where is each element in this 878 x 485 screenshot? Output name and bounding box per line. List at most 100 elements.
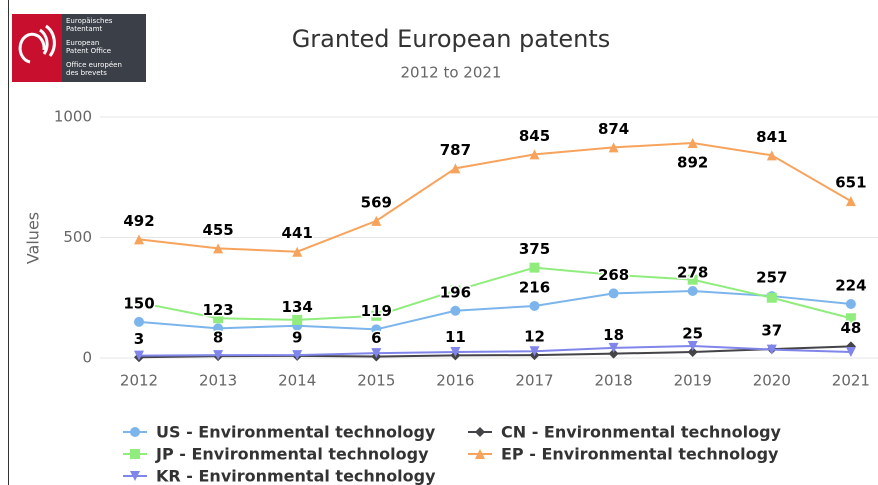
- series: [134, 340, 856, 361]
- data-label: 841: [756, 128, 787, 146]
- data-label: 37: [761, 322, 782, 340]
- line: [138, 266, 852, 321]
- marker: [687, 286, 698, 297]
- x-tick-label: 2018: [595, 372, 633, 390]
- data-label: 874: [598, 120, 629, 138]
- logo-mark: [18, 24, 56, 64]
- marker: [529, 300, 540, 311]
- marker: [292, 314, 303, 325]
- data-label: 845: [519, 127, 550, 145]
- data-label: 569: [361, 193, 392, 211]
- line: [138, 142, 852, 253]
- marker: [371, 215, 382, 226]
- marker: [608, 348, 619, 359]
- marker: [687, 138, 698, 149]
- logo: Europäisches Patentamt European Patent O…: [12, 14, 146, 82]
- marker: [450, 163, 461, 174]
- marker: [766, 150, 777, 161]
- marker: [134, 297, 144, 308]
- legend-item: CN - Environmental technology: [468, 423, 782, 442]
- marker: [608, 142, 619, 153]
- data-label: 216: [519, 278, 550, 296]
- marker: [529, 346, 540, 357]
- logo-text: Patent Office: [66, 47, 111, 55]
- x-tick-label: 2019: [674, 372, 712, 390]
- data-label: 134: [282, 298, 313, 316]
- data-label: 787: [440, 141, 471, 159]
- legend-symbol: [130, 449, 140, 459]
- marker: [608, 269, 619, 280]
- y-axis-label: Values: [24, 212, 43, 264]
- legend-label: US - Environmental technology: [156, 423, 436, 442]
- y-tick-label: 0: [82, 349, 92, 367]
- logo-text: Patentamt: [66, 25, 103, 33]
- data-label: 18: [603, 326, 624, 344]
- data-label: 9: [292, 328, 302, 346]
- logo-text: Office européen: [66, 61, 122, 69]
- x-tick-label: 2017: [515, 372, 553, 390]
- y-tick-label: 1000: [54, 108, 92, 126]
- x-tick-label: 2021: [832, 372, 870, 390]
- marker: [371, 310, 382, 321]
- logo-text: European: [66, 39, 99, 47]
- marker: [608, 288, 619, 299]
- data-label: 892: [677, 154, 708, 172]
- data-label: 224: [835, 277, 866, 295]
- marker: [213, 243, 224, 254]
- x-tick-label: 2013: [199, 372, 237, 390]
- data-label: 119: [361, 302, 392, 320]
- data-label: 123: [202, 301, 233, 319]
- data-label: 3: [134, 330, 144, 348]
- legend-label: CN - Environmental technology: [501, 423, 782, 442]
- series: [134, 138, 856, 257]
- marker: [845, 196, 856, 207]
- marker: [450, 285, 461, 296]
- data-label: 150: [123, 294, 154, 312]
- marker: [766, 292, 777, 303]
- data-label: 455: [202, 221, 233, 239]
- marker: [134, 350, 144, 361]
- marker: [687, 346, 698, 357]
- legend-item: KR - Environmental technology: [123, 467, 436, 485]
- marker: [845, 313, 856, 324]
- logo-text: Europäisches: [66, 17, 113, 25]
- legend-symbol: [130, 471, 140, 481]
- marker: [450, 346, 461, 357]
- x-tick-label: 2020: [753, 372, 791, 390]
- legend-label: JP - Environmental technology: [155, 445, 429, 464]
- marker: [687, 340, 698, 351]
- marker: [292, 246, 303, 257]
- chart-subtitle: 2012 to 2021: [401, 64, 502, 82]
- marker: [529, 262, 540, 273]
- marker: [134, 316, 144, 327]
- legend-symbol: [130, 427, 140, 437]
- data-label: 48: [840, 319, 861, 337]
- marker: [608, 342, 619, 353]
- data-label: 441: [282, 224, 313, 242]
- legend-item: JP - Environmental technology: [123, 445, 429, 464]
- marker: [766, 344, 777, 355]
- legend-label: KR - Environmental technology: [156, 467, 436, 485]
- y-tick-label: 500: [63, 228, 92, 246]
- x-tick-label: 2012: [120, 372, 158, 390]
- marker: [687, 274, 698, 285]
- x-tick-label: 2014: [278, 372, 316, 390]
- marker: [292, 350, 303, 361]
- data-label: 492: [123, 212, 154, 230]
- data-label: 8: [213, 329, 223, 347]
- marker: [371, 348, 382, 359]
- marker: [845, 346, 856, 357]
- marker: [213, 350, 224, 361]
- legend-item: EP - Environmental technology: [468, 445, 779, 464]
- data-label: 651: [835, 174, 866, 192]
- data-label: 11: [445, 328, 466, 346]
- marker: [213, 323, 224, 334]
- legend-symbol: [475, 427, 485, 437]
- data-label: 12: [524, 328, 545, 346]
- legend-label: EP - Environmental technology: [501, 445, 779, 464]
- data-label: 268: [598, 266, 629, 284]
- marker: [529, 149, 540, 160]
- chart-title: Granted European patents: [292, 25, 611, 53]
